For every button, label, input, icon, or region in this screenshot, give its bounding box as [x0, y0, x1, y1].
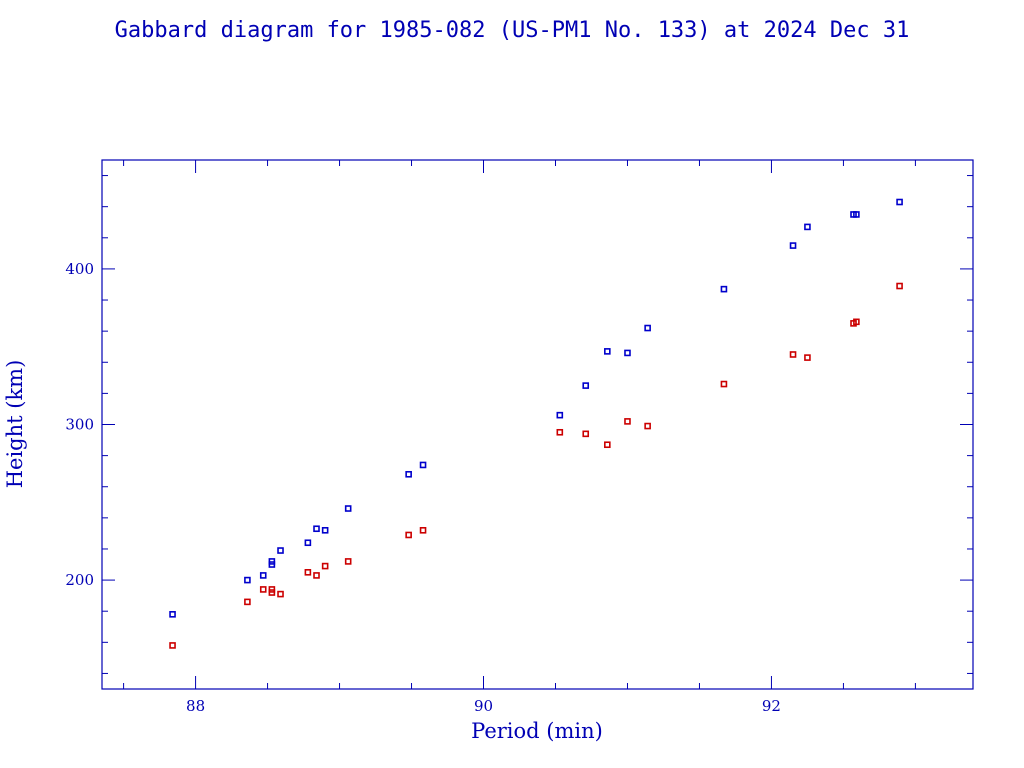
data-point: [789, 351, 797, 358]
data-point: [896, 282, 903, 290]
data-point: [720, 380, 728, 388]
data-point: [344, 558, 352, 565]
data-point: [169, 642, 176, 649]
data-point: [804, 223, 811, 231]
data-point: [556, 428, 564, 436]
data-point: [419, 461, 427, 469]
data-point: [244, 598, 251, 606]
data-point: [624, 349, 631, 357]
data-point: [804, 354, 811, 361]
data-point: [313, 525, 320, 533]
y-axis-label: Height (km): [3, 360, 27, 489]
x-tick-label: 90: [474, 697, 493, 715]
chart-title: Gabbard diagram for 1985-082 (US-PM1 No.…: [115, 18, 910, 43]
data-point: [644, 422, 651, 430]
x-tick-label: 92: [762, 697, 781, 715]
y-tick-label: 300: [65, 416, 94, 434]
data-point: [268, 558, 276, 565]
data-point: [304, 539, 312, 547]
data-point: [244, 576, 251, 584]
data-point: [853, 318, 860, 326]
data-point: [419, 526, 427, 534]
data-point: [259, 586, 267, 593]
data-point: [321, 562, 329, 570]
data-point: [644, 324, 651, 332]
series-apogee: [169, 198, 903, 618]
x-tick-label: 88: [186, 697, 205, 715]
data-point: [624, 418, 631, 425]
data-point: [268, 589, 276, 596]
data-point: [853, 211, 860, 218]
series-perigee: [169, 282, 903, 649]
data-point: [344, 505, 352, 512]
data-point: [277, 590, 284, 598]
y-tick-label: 200: [65, 571, 94, 589]
data-point: [277, 547, 284, 554]
data-point: [896, 198, 903, 206]
data-point: [582, 382, 590, 389]
data-point: [720, 285, 728, 293]
tick-labels: 88 90 92 200 300 400: [65, 260, 781, 715]
data-point: [405, 531, 412, 539]
x-axis-label: Period (min): [471, 719, 603, 743]
data-point: [604, 441, 611, 449]
data-point: [321, 526, 329, 534]
y-tick-label: 400: [65, 260, 94, 278]
data-point: [259, 572, 267, 579]
data-point: [405, 470, 412, 478]
data-point: [169, 611, 176, 618]
data-point: [604, 348, 611, 355]
axis-ticks: [102, 160, 973, 689]
plot-frame: [101, 159, 974, 690]
data-point: [582, 430, 590, 438]
data-point: [313, 572, 320, 579]
data-point: [789, 242, 797, 249]
data-point: [556, 411, 564, 419]
data-point: [304, 569, 312, 576]
data-points: [169, 198, 903, 649]
